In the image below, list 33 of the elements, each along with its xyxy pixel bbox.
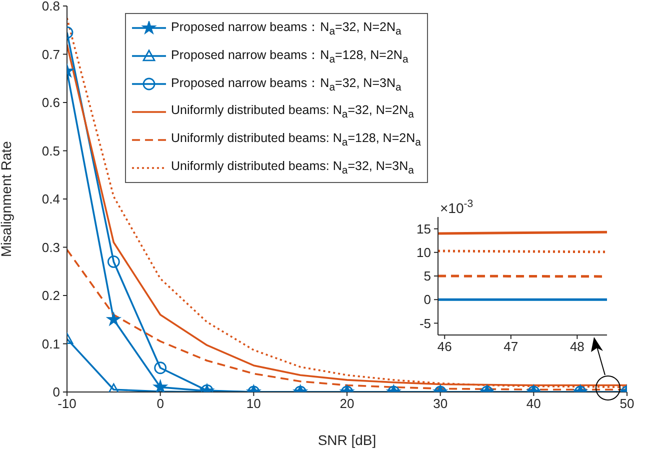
y-tick-label: 0.4 (42, 192, 60, 207)
x-tick-label: 50 (620, 396, 634, 412)
x-tick-label: 40 (526, 396, 541, 412)
y-axis-title: Misalignment Rate (0, 140, 14, 257)
x-tick-label: 47 (504, 339, 518, 354)
x-tick-label: 20 (340, 396, 354, 412)
y-tick-label: 10 (416, 245, 431, 260)
legend-label: Uniformly distributed beams: N$_{a}$=32, N=3N$_{a}$ (171, 159, 414, 177)
y-tick-label: 0.7 (42, 46, 60, 62)
legend-label: Uniformly distributed beams: N$_{a}$=32, N=2N$_{a}$ (171, 103, 414, 121)
x-tick-label: 0 (156, 396, 164, 412)
y-tick-label: 0.6 (42, 95, 60, 110)
legend-label: Uniformly distributed beams: N$_{a}$=128, N=2N$_{a}$ (171, 131, 421, 149)
x-tick-label: 30 (433, 396, 448, 412)
annotation: ×10$^{-3}$ (440, 198, 474, 216)
legend-label: Proposed narrow beams：N$_{a}$=32, N=3N$_{a}$ (171, 74, 402, 94)
y-tick-label: -5 (419, 316, 431, 331)
y-tick-label: 0.3 (42, 240, 60, 255)
y-tick-label: 15 (416, 221, 431, 236)
y-tick-label: 0.5 (42, 143, 60, 158)
x-tick-label: -10 (58, 396, 76, 412)
x-axis-title: SNR [dB] (318, 432, 376, 448)
y-tick-label: 0 (424, 292, 431, 308)
legend-label: Proposed narrow beams：N$_{a}$=32, N=2N$_{a}$ (171, 18, 402, 38)
y-tick-label: 0.1 (42, 336, 60, 352)
y-tick-label: 0.8 (42, 0, 60, 14)
y-tick-label: 5 (424, 268, 431, 284)
x-tick-label: 10 (246, 396, 261, 412)
y-tick-label: 0 (52, 384, 60, 400)
x-tick-label: 46 (437, 339, 452, 354)
legend-label: Proposed narrow beams：N$_{a}$=128, N=2N$_{a}$ (171, 46, 408, 66)
y-tick-label: 0.2 (42, 288, 60, 304)
x-tick-label: 48 (570, 339, 584, 354)
